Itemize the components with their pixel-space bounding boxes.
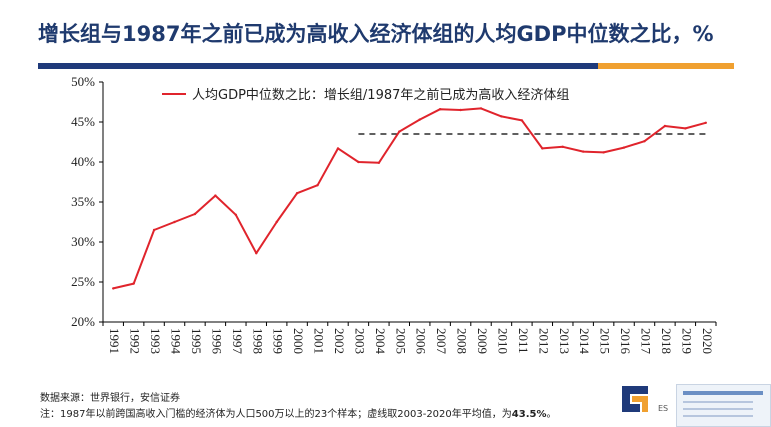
series-point bbox=[561, 145, 564, 148]
slide-title: 增长组与1987年之前已成为高收入经济体组的人均GDP中位数之比，% bbox=[38, 22, 714, 46]
x-tick-label: 1993 bbox=[148, 328, 163, 354]
series-point bbox=[336, 147, 340, 150]
series-point bbox=[479, 107, 483, 110]
x-tick-label: 2011 bbox=[516, 328, 531, 354]
y-tick-label: 40% bbox=[71, 154, 95, 169]
series-point bbox=[684, 127, 687, 130]
series-point bbox=[541, 147, 544, 150]
x-tick-label: 1995 bbox=[189, 328, 204, 354]
series-point bbox=[663, 124, 667, 128]
x-tick-label: 2007 bbox=[434, 328, 449, 355]
series-point bbox=[295, 192, 299, 195]
y-tick-label: 25% bbox=[71, 274, 95, 289]
x-tick-label: 2018 bbox=[659, 328, 674, 354]
x-tick-label: 2000 bbox=[291, 328, 306, 354]
series-point bbox=[520, 119, 524, 122]
series-point bbox=[438, 108, 442, 111]
title-rule-navy bbox=[38, 63, 598, 69]
logo-text: ES bbox=[658, 404, 669, 413]
series-point bbox=[459, 108, 462, 112]
x-tick-label: 1998 bbox=[250, 328, 265, 354]
y-axis-ticks: 20% 25% 30% 35% 40% 45% 50% bbox=[71, 74, 103, 329]
series-point bbox=[112, 287, 115, 290]
footnote: 注：1987年以前跨国高收入门槛的经济体为人口500万以上的23个样本；虚线取2… bbox=[40, 405, 556, 420]
x-tick-label: 2019 bbox=[679, 328, 694, 354]
y-tick-label: 50% bbox=[71, 74, 95, 89]
series-point bbox=[398, 130, 401, 133]
x-tick-label: 2014 bbox=[577, 328, 592, 355]
series-point bbox=[214, 194, 217, 197]
series-point bbox=[704, 121, 707, 125]
x-tick-label: 2016 bbox=[618, 328, 633, 355]
thumbnail-line bbox=[683, 415, 753, 417]
x-tick-label: 2002 bbox=[332, 328, 347, 354]
series-point bbox=[418, 118, 421, 121]
series-point bbox=[581, 150, 585, 153]
series-line bbox=[112, 107, 707, 290]
series-point bbox=[255, 252, 258, 255]
source-note: 数据来源：世界银行，安信证券 bbox=[40, 393, 180, 404]
x-tick-label: 2012 bbox=[536, 328, 551, 354]
x-tick-label: 2009 bbox=[475, 328, 490, 354]
x-axis-ticks: 1991 1992 1993 1994 1995 1996 1997 1998 1999 2000… bbox=[102, 322, 717, 355]
series-point bbox=[132, 282, 135, 285]
x-tick-label: 2001 bbox=[312, 328, 327, 354]
thumbnail-line bbox=[683, 401, 753, 403]
y-tick-label: 35% bbox=[71, 194, 95, 209]
x-tick-label: 1991 bbox=[107, 328, 122, 354]
chart-legend: 人均GDP中位数之比：增长组/1987年之前已成为高收入经济体组 bbox=[162, 87, 569, 103]
series-point bbox=[152, 228, 156, 232]
series-point bbox=[357, 160, 360, 164]
series-point bbox=[173, 220, 176, 224]
x-tick-label: 2017 bbox=[638, 328, 653, 355]
thumbnail-header bbox=[683, 391, 763, 395]
y-tick-label: 45% bbox=[71, 114, 95, 129]
x-tick-label: 1996 bbox=[209, 328, 224, 355]
thumbnail-line bbox=[683, 408, 753, 410]
x-tick-label: 1992 bbox=[128, 328, 143, 354]
legend-label: 人均GDP中位数之比：增长组/1987年之前已成为高收入经济体组 bbox=[192, 87, 569, 103]
series-point bbox=[500, 115, 503, 118]
footnote-value: 43.5% bbox=[511, 409, 547, 420]
x-tick-label: 1999 bbox=[271, 328, 286, 354]
x-tick-label: 1994 bbox=[169, 328, 184, 355]
series-point bbox=[377, 161, 381, 164]
x-tick-label: 2004 bbox=[373, 328, 388, 355]
y-tick-label: 20% bbox=[71, 314, 95, 329]
series-point bbox=[234, 213, 238, 216]
series-group bbox=[112, 107, 707, 290]
company-logo-icon bbox=[622, 386, 648, 412]
x-tick-label: 2013 bbox=[557, 328, 572, 354]
x-tick-label: 1997 bbox=[230, 328, 245, 355]
video-thumbnail[interactable] bbox=[676, 384, 771, 427]
footnote-prefix: 注：1987年以前跨国高收入门槛的经济体为人口500万以上的23个样本；虚线取2… bbox=[40, 409, 512, 420]
x-tick-label: 2015 bbox=[598, 328, 613, 354]
x-tick-label: 2006 bbox=[414, 328, 429, 355]
x-tick-label: 2010 bbox=[495, 328, 510, 354]
y-tick-label: 30% bbox=[71, 234, 95, 249]
series-point bbox=[643, 140, 646, 143]
x-tick-label: 2008 bbox=[455, 328, 470, 354]
title-rule-orange bbox=[598, 63, 734, 69]
series-point bbox=[622, 146, 626, 149]
x-tick-label: 2003 bbox=[352, 328, 367, 354]
x-tick-label: 2005 bbox=[393, 328, 408, 354]
chart-axes bbox=[102, 82, 716, 323]
series-point bbox=[602, 151, 605, 154]
footnote-suffix: 。 bbox=[546, 409, 557, 420]
series-point bbox=[193, 212, 197, 216]
x-tick-label: 2020 bbox=[700, 328, 715, 354]
series-point bbox=[316, 184, 319, 187]
series-point bbox=[275, 220, 278, 224]
